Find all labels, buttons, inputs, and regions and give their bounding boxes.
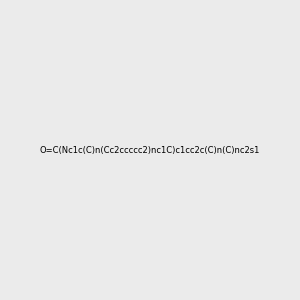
Text: O=C(Nc1c(C)n(Cc2ccccc2)nc1C)c1cc2c(C)n(C)nc2s1: O=C(Nc1c(C)n(Cc2ccccc2)nc1C)c1cc2c(C)n(C… [40, 146, 260, 154]
